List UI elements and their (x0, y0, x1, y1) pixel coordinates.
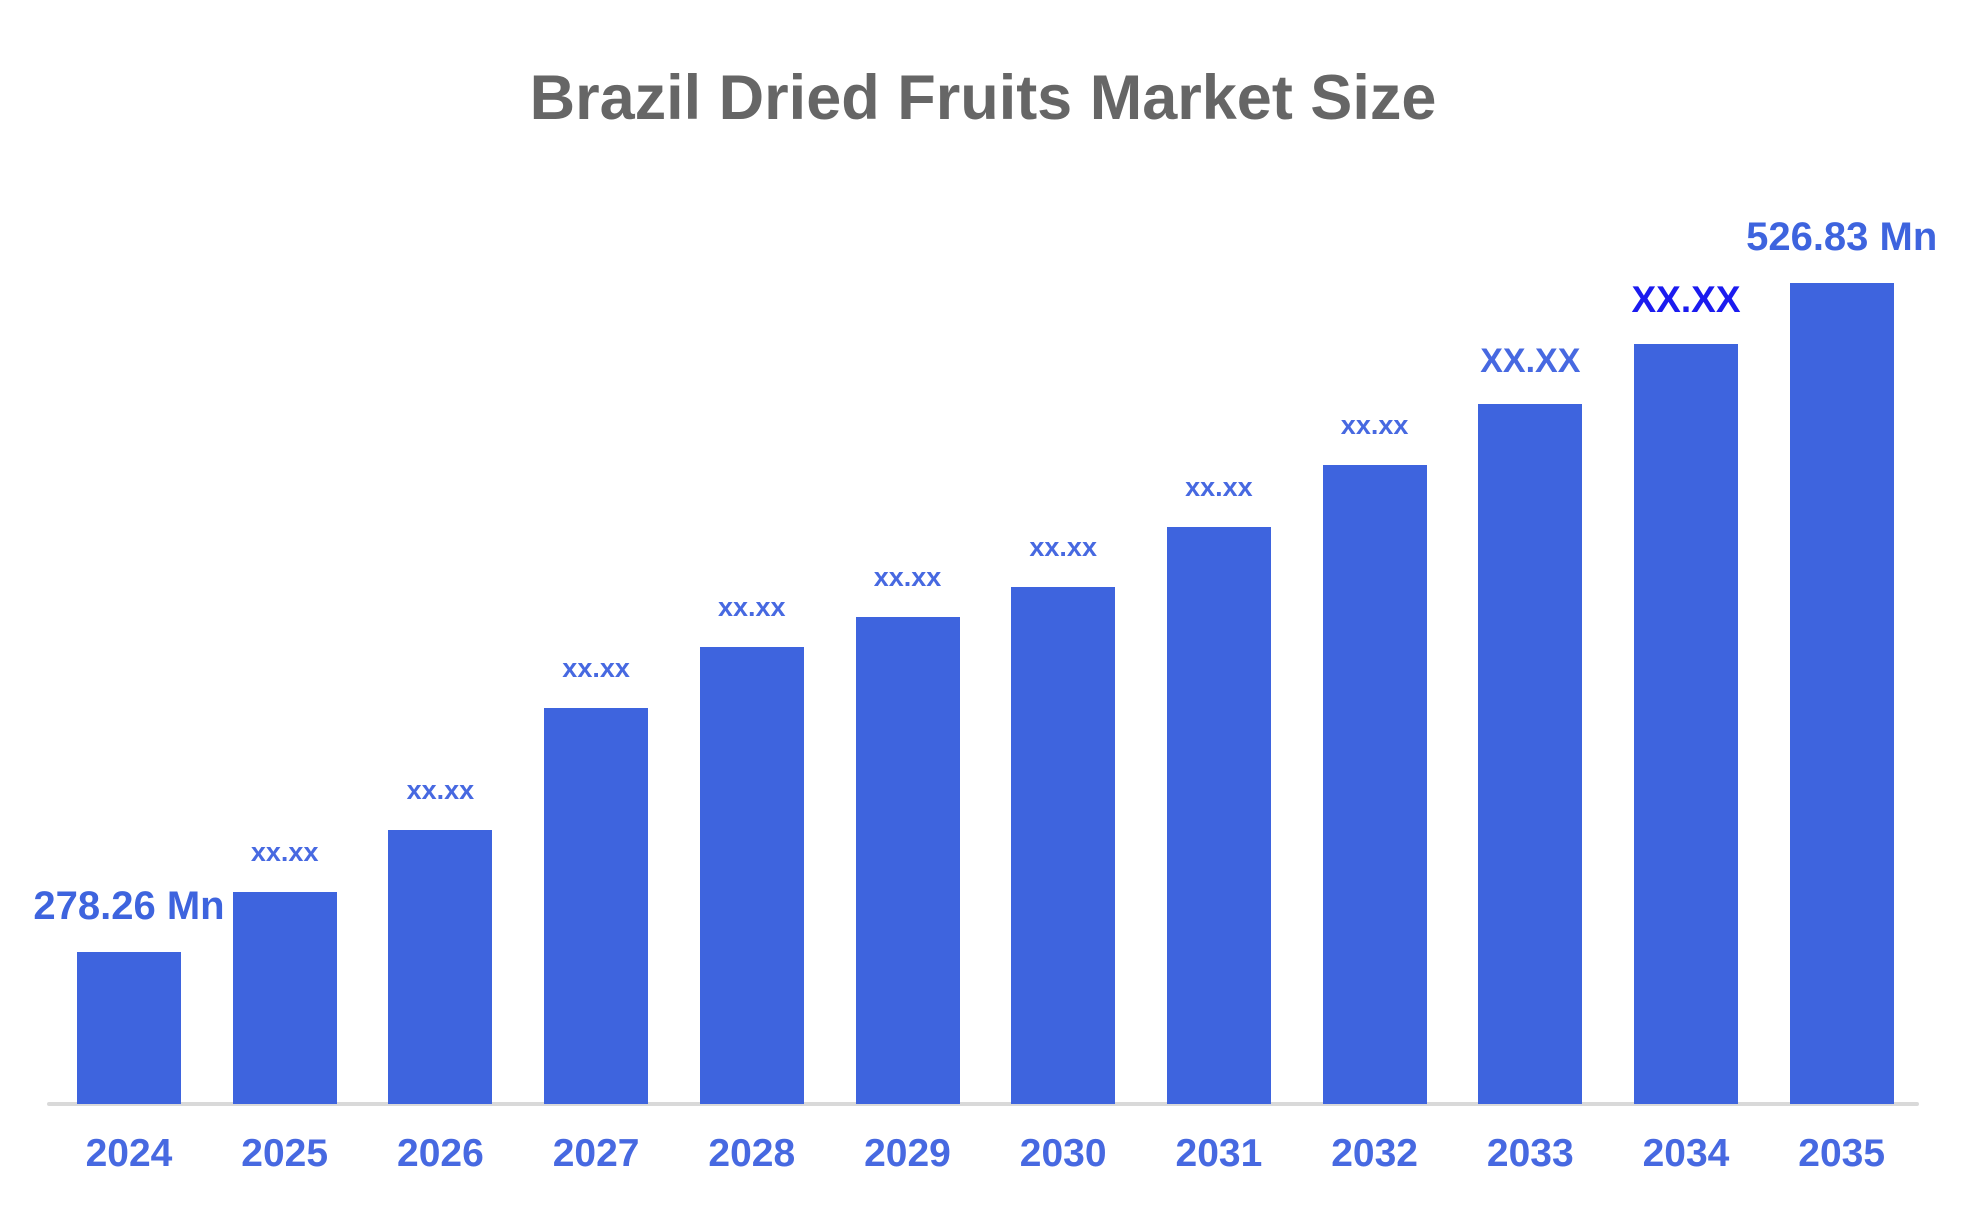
bar-2032 (1322, 465, 1427, 1104)
value-label-2024: 278.26 Mn (33, 884, 225, 928)
value-label-2026: xx.xx (406, 775, 475, 805)
x-tick-2027: 2027 (552, 1132, 640, 1175)
x-tick-2024: 2024 (85, 1132, 173, 1175)
x-tick-2031: 2031 (1175, 1132, 1263, 1175)
value-label-2030: xx.xx (1029, 532, 1097, 562)
x-tick-2026: 2026 (397, 1132, 484, 1175)
bar-2034 (1634, 344, 1738, 1104)
bar-2026 (388, 830, 493, 1104)
value-label-2034: XX.XX (1631, 279, 1741, 320)
value-label-2025: xx.xx (250, 837, 319, 867)
bar-2027 (544, 708, 649, 1104)
x-tick-2025: 2025 (241, 1132, 329, 1175)
x-tick-2032: 2032 (1331, 1132, 1418, 1175)
x-axis-labels: 2024 2025 2026 2027 2028 2029 2030 2031 2032 2033… (47, 1134, 1919, 1194)
x-tick-2030: 2030 (1019, 1132, 1107, 1175)
bar-2031 (1166, 527, 1271, 1104)
x-tick-2034: 2034 (1642, 1132, 1730, 1175)
chart-title: Brazil Dried Fruits Market Size (529, 63, 1437, 133)
bar-2033 (1478, 404, 1583, 1104)
value-label-2027: xx.xx (562, 653, 630, 683)
bar-2028 (699, 647, 804, 1104)
bar-2035 (1789, 283, 1894, 1104)
bar-2024 (77, 952, 181, 1104)
value-label-2029: xx.xx (873, 562, 942, 592)
x-tick-2035: 2035 (1798, 1132, 1886, 1175)
x-tick-2029: 2029 (864, 1132, 951, 1175)
value-label-2028: xx.xx (718, 592, 786, 622)
x-tick-2033: 2033 (1486, 1132, 1574, 1175)
value-label-2032: xx.xx (1340, 410, 1409, 440)
value-label-2035: 526.83 Mn (1746, 215, 1938, 259)
value-label-2033: XX.XX (1480, 342, 1581, 380)
bar-2030 (1011, 587, 1116, 1104)
value-label-2031: xx.xx (1185, 472, 1253, 502)
bar-2025 (232, 892, 337, 1104)
x-tick-2028: 2028 (708, 1132, 796, 1175)
plot-area: 278.26 Mn xx.xx xx.xx xx.xx xx.xx xx.xx xx.xx x… (33, 0, 1937, 1106)
bar-2029 (855, 617, 960, 1104)
x-axis-baseline (47, 1102, 1919, 1106)
